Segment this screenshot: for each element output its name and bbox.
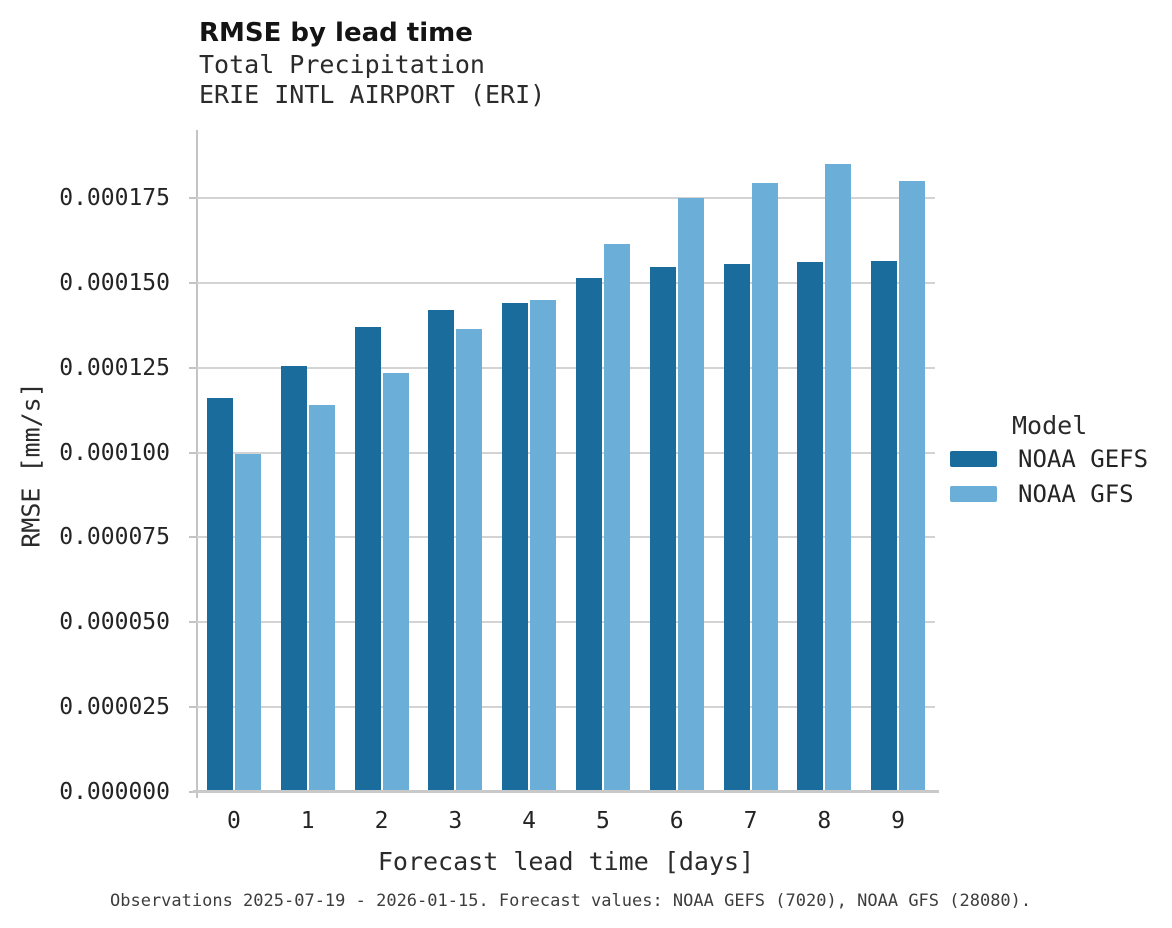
legend-label: NOAA GEFS [1018, 445, 1149, 473]
gridline [197, 196, 935, 199]
gridline [197, 451, 935, 454]
bar-noaa-gfs-lead-7 [751, 182, 778, 792]
bar-noaa-gefs-lead-3 [428, 309, 455, 792]
y-tick-label: 0.000100 [59, 439, 170, 466]
gridline [197, 536, 935, 539]
y-tick-mark [189, 196, 196, 199]
y-tick-label: 0.000175 [59, 184, 170, 211]
y-tick-label: 0.000125 [59, 354, 170, 381]
x-tick-label: 4 [522, 808, 537, 834]
y-tick-mark [189, 791, 196, 793]
y-tick-label: 0.000025 [59, 694, 170, 721]
bar-noaa-gfs-lead-4 [530, 299, 557, 792]
caption: Observations 2025-07-19 - 2026-01-15. Fo… [110, 891, 1032, 911]
bar-noaa-gefs-lead-7 [723, 264, 750, 792]
y-tick-label: 0.000150 [59, 269, 170, 296]
bar-noaa-gefs-lead-1 [280, 365, 307, 792]
y-tick-label: 0.000000 [59, 779, 170, 805]
bar-noaa-gfs-lead-0 [234, 454, 261, 792]
x-tick-label: 2 [374, 808, 389, 834]
bar-noaa-gefs-lead-4 [502, 303, 529, 792]
legend-swatch [950, 486, 997, 502]
x-axis-label: Forecast lead time [days] [377, 847, 755, 876]
x-tick-label: 9 [891, 808, 906, 834]
y-tick-mark [189, 536, 196, 539]
legend: Model NOAA GEFS NOAA GFS [950, 411, 1170, 511]
bar-noaa-gefs-lead-5 [575, 277, 602, 792]
y-tick-mark [189, 451, 196, 454]
legend-title: Model [1012, 411, 1088, 440]
legend-entry-noaa-gefs: NOAA GEFS [950, 442, 1170, 476]
y-tick-mark [189, 281, 196, 284]
gridline [197, 621, 935, 624]
x-tick-label: 7 [743, 808, 758, 834]
gridline [197, 281, 935, 284]
legend-entry-noaa-gfs: NOAA GFS [950, 477, 1170, 511]
bar-noaa-gfs-lead-8 [825, 163, 852, 792]
y-tick-mark [189, 621, 196, 624]
x-tick-label: 6 [669, 808, 684, 834]
y-tick-mark [189, 706, 196, 709]
y-tick-label: 0.000075 [59, 524, 170, 551]
bar-noaa-gfs-lead-5 [603, 243, 630, 792]
y-axis-spine [196, 130, 198, 798]
y-tick-label: 0.000050 [59, 609, 170, 636]
legend-items: NOAA GEFS NOAA GFS [950, 442, 1170, 511]
gridline [197, 706, 935, 709]
gridline [197, 366, 935, 369]
x-tick-label: 3 [448, 808, 463, 834]
bar-noaa-gefs-lead-2 [354, 326, 381, 792]
plot-area [197, 130, 935, 792]
x-tick-label: 8 [817, 808, 832, 834]
bar-noaa-gfs-lead-1 [308, 404, 335, 792]
y-tick-mark [189, 366, 196, 369]
chart-subtitle-station: ERIE INTL AIRPORT (ERI) [199, 80, 546, 109]
x-tick-label: 1 [300, 808, 315, 834]
bar-noaa-gfs-lead-6 [677, 197, 704, 792]
legend-label: NOAA GFS [1018, 480, 1134, 508]
bar-noaa-gfs-lead-2 [382, 372, 409, 792]
x-axis-line [193, 790, 939, 793]
x-tick-label: 0 [226, 808, 241, 834]
x-tick-label: 5 [595, 808, 610, 834]
bar-noaa-gefs-lead-6 [649, 267, 676, 792]
chart-title: RMSE by lead time [199, 18, 473, 48]
legend-swatch [950, 451, 997, 467]
bar-noaa-gefs-lead-9 [871, 260, 898, 792]
bar-noaa-gefs-lead-0 [206, 398, 233, 792]
chart-subtitle-variable: Total Precipitation [199, 50, 485, 79]
bar-noaa-gfs-lead-3 [456, 328, 483, 792]
bar-noaa-gfs-lead-9 [899, 180, 926, 792]
bar-noaa-gefs-lead-8 [797, 262, 824, 792]
